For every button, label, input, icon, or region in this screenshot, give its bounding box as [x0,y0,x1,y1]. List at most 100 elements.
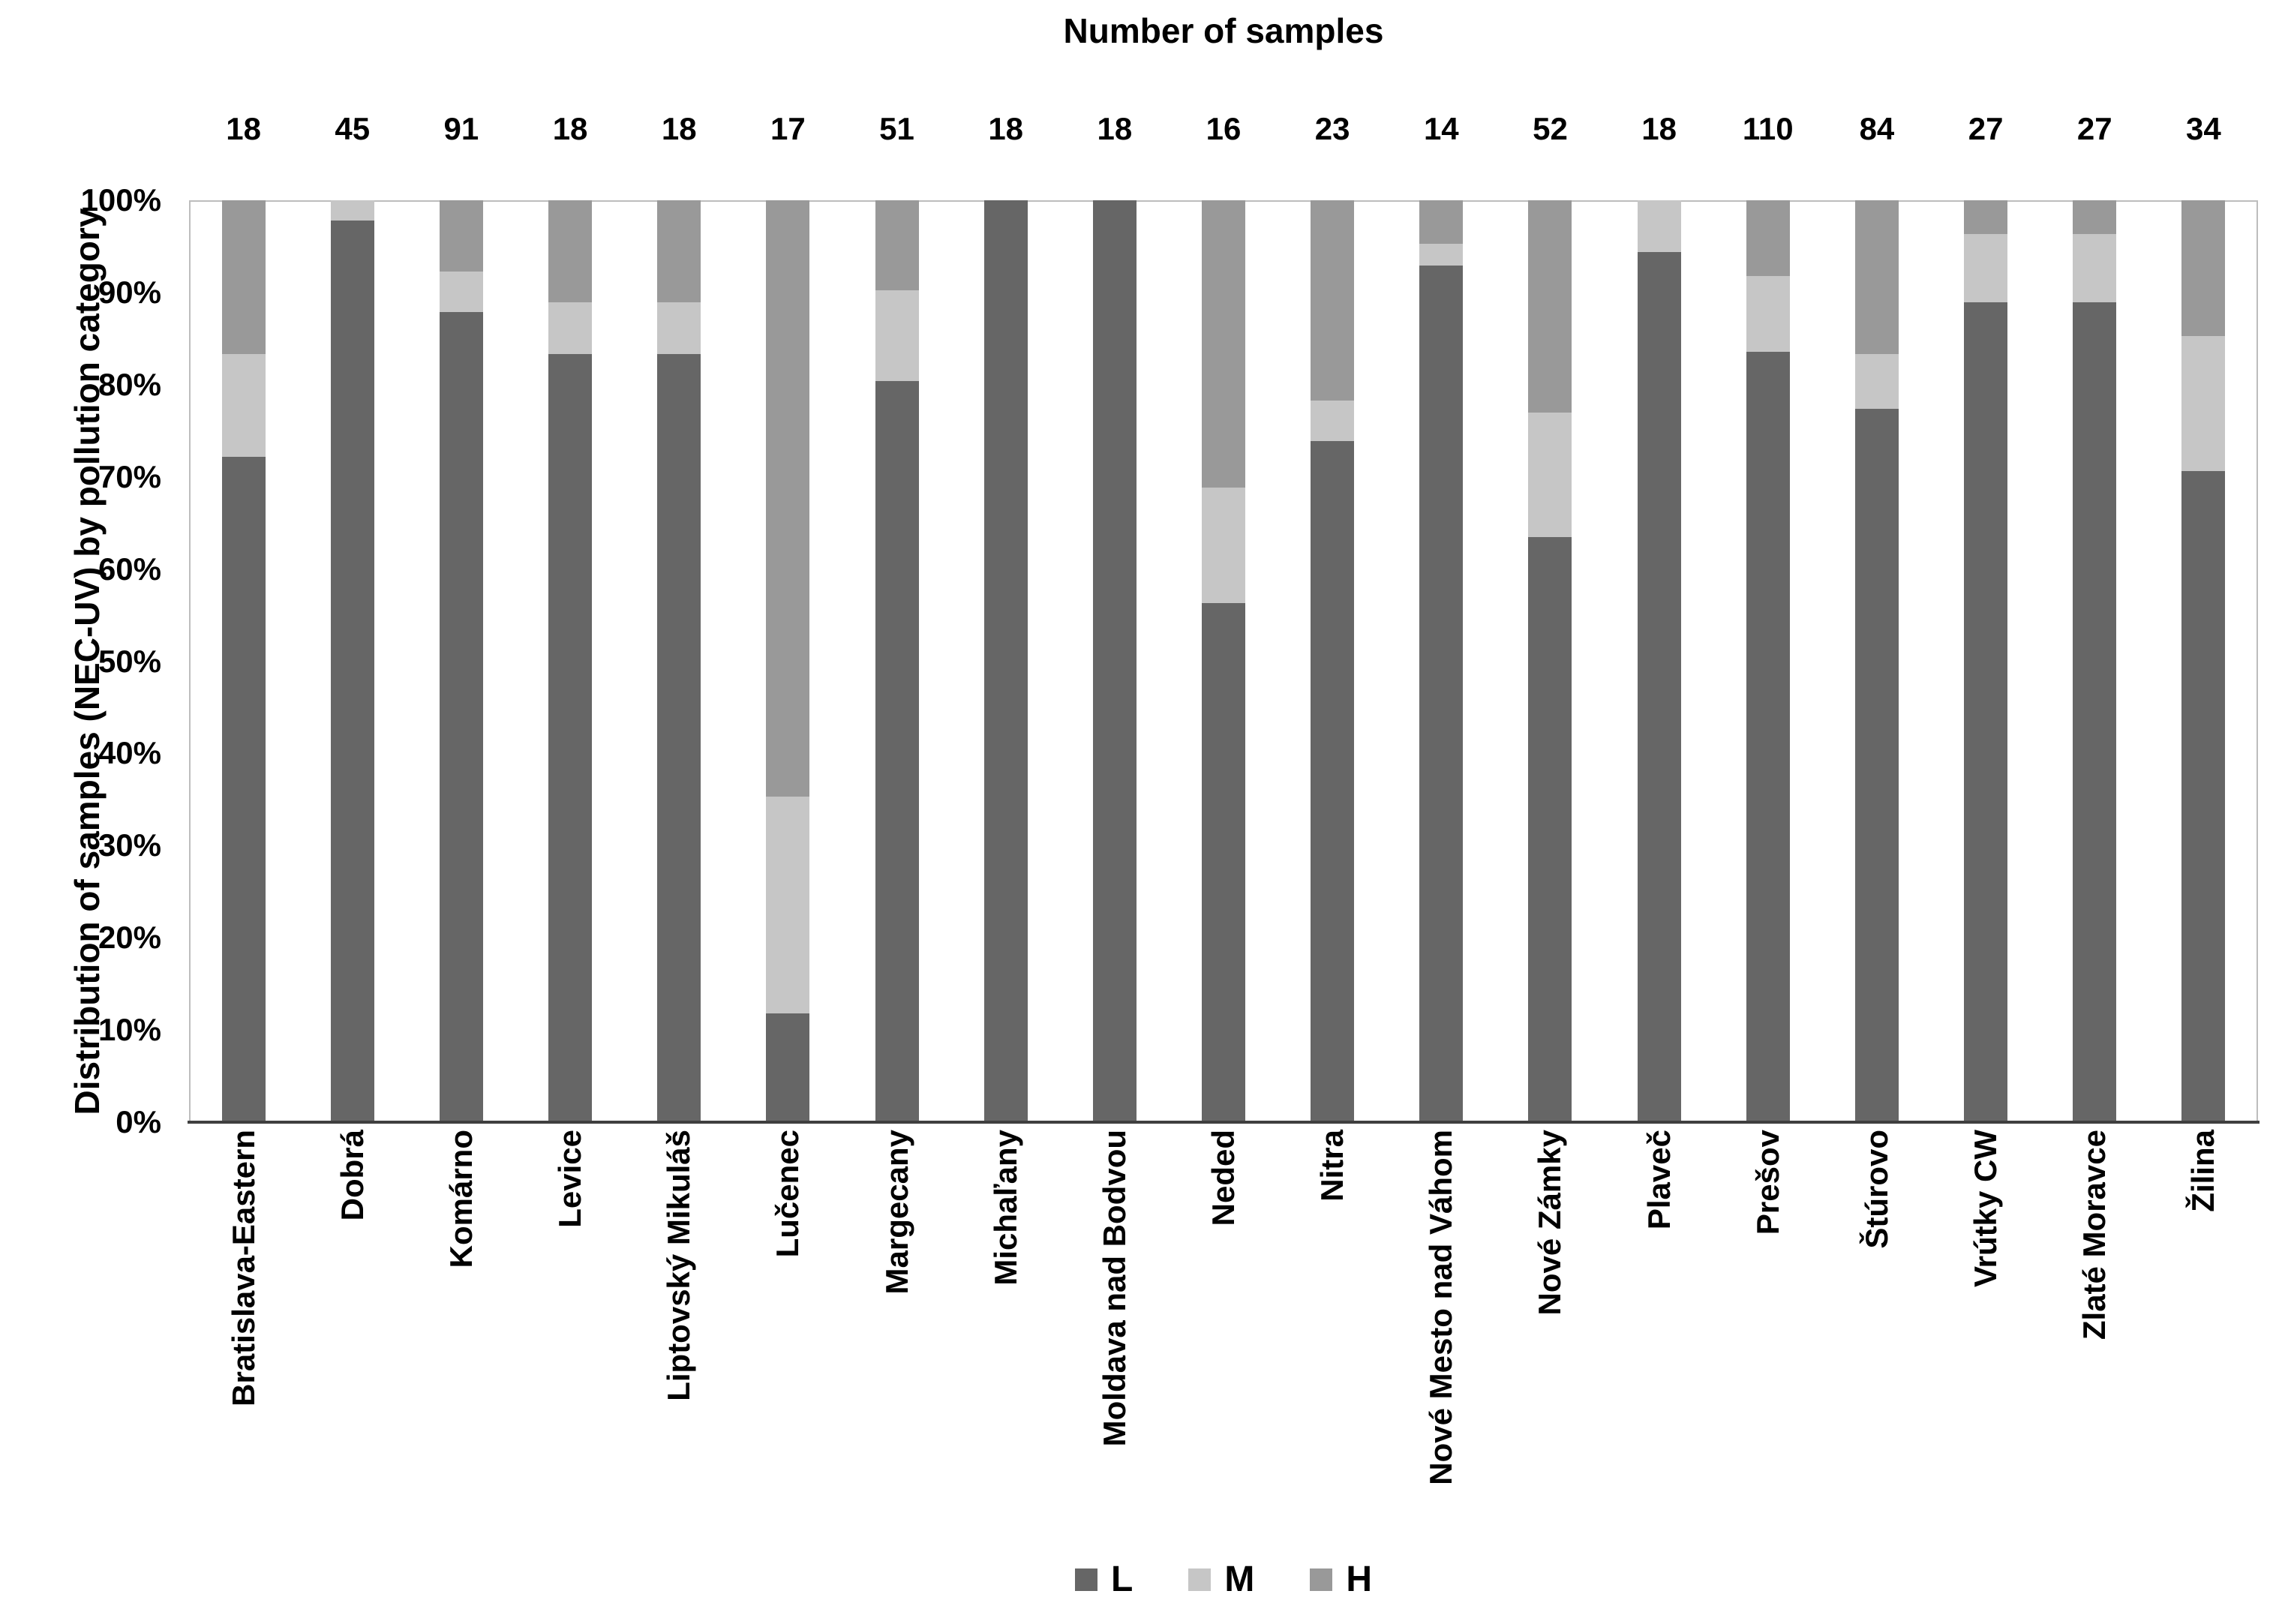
legend-label: M [1224,1559,1255,1599]
x-axis-label: Lučenec [770,1130,806,1258]
bar-segment-h [1746,200,1790,276]
bar-Prešov [1746,200,1790,1122]
sample-count: 27 [2076,111,2112,146]
bar-segment-l [2073,302,2117,1122]
bar-segment-l [983,200,1028,1122]
bar-segment-m [439,271,483,312]
bar-segment-h [657,200,701,303]
bar-segment-m [1964,234,2008,303]
bar-Štúrovo [1854,200,1899,1122]
y-tick-label: 20% [98,920,161,956]
x-axis-label: Dobrá [334,1130,370,1221]
bar-segment-m [1202,488,1245,604]
sample-count: 110 [1742,111,1794,146]
bar-segment-h [1964,200,2008,235]
bar-segment-l [1746,351,1790,1122]
bar-Liptovský Mikuláš [657,200,701,1122]
bar-segment-l [439,311,483,1122]
bar-segment-l [1637,251,1681,1122]
bar-Levice [548,200,593,1122]
sample-count: 17 [770,111,806,146]
y-tick-label: 90% [98,274,161,310]
bar-segment-m [2073,234,2117,303]
bar-segment-m [657,302,701,355]
x-axis-label: Levice [552,1130,588,1228]
bar-segment-h [1528,200,1572,413]
sample-count: 27 [1968,111,2004,146]
sample-count: 23 [1314,111,1350,146]
bar-Neded [1202,200,1245,1122]
bar-segment-m [1528,412,1572,537]
bar-segment-h [2181,200,2226,336]
bar-Bratislava-Eastern [221,200,266,1122]
bar-segment-m [1746,275,1790,352]
sample-count: 34 [2186,111,2221,146]
sample-count: 18 [661,111,697,146]
bar-Zlaté Moravce [2073,200,2117,1122]
bar-segment-m [1311,400,1355,441]
bar-segment-m [330,200,374,221]
legend-swatch-l [1075,1568,1097,1591]
bar-Nitra [1311,200,1355,1122]
x-axis-line [188,1121,2259,1124]
y-tick-label: 30% [98,827,161,863]
x-axis-label: Moldava nad Bodvou [1096,1130,1132,1447]
bar-segment-l [1964,302,2008,1122]
bar-segment-m [766,797,810,1013]
legend-item-h: H [1310,1562,1372,1598]
y-tick-label: 100% [80,182,161,218]
x-axis-label: Bratislava-Eastern [225,1130,261,1406]
bar-segment-l [330,221,374,1122]
bar-segment-m [1637,200,1681,252]
x-axis-label: Nové Zámky [1532,1130,1568,1316]
sample-count: 18 [1097,111,1133,146]
x-axis-label: Nové Mesto nad Váhom [1423,1130,1459,1485]
bar-segment-l [1854,408,1899,1122]
bar-segment-l [1528,536,1572,1122]
bar-segment-h [439,200,483,272]
x-axis-label: Margecany [878,1130,914,1295]
y-tick-label: 70% [98,458,161,494]
bar-segment-l [657,354,701,1122]
sample-count: 18 [1641,111,1677,146]
bar-segment-h [1854,200,1899,355]
bar-segment-h [1202,200,1245,488]
bar-segment-l [875,380,919,1122]
chart-title: Number of samples [1063,11,1384,50]
bar-Nové Zámky [1528,200,1572,1122]
y-tick-label: 50% [98,643,161,679]
sample-count: 84 [1859,111,1895,146]
bar-segment-l [1311,440,1355,1122]
bar-Komárno [439,200,483,1122]
y-tick-label: 10% [98,1012,161,1048]
bar-segment-l [1419,266,1464,1122]
x-axis-label: Nitra [1314,1130,1350,1202]
bar-Dobrá [330,200,374,1122]
bar-segment-m [875,290,919,381]
x-axis-label: Vrútky CW [1968,1130,2004,1288]
x-axis-label: Prešov [1749,1130,1785,1235]
bar-segment-l [548,354,593,1122]
x-axis-label: Plaveč [1641,1130,1677,1230]
legend-item-m: M [1188,1562,1254,1598]
x-axis-label: Štúrovo [1858,1130,1894,1249]
bar-segment-h [548,200,593,303]
bar-segment-l [1202,603,1245,1122]
y-tick-label: 80% [98,366,161,402]
sample-count: 91 [443,111,479,146]
bar-segment-m [1419,243,1464,266]
legend-item-l: L [1075,1562,1133,1598]
bar-segment-h [1419,200,1464,244]
bar-segment-m [221,354,266,457]
bar-Vrútky CW [1964,200,2008,1122]
legend-swatch-h [1310,1568,1333,1591]
sample-count: 18 [988,111,1024,146]
bar-segment-h [1311,200,1355,401]
y-tick-label: 60% [98,551,161,587]
x-axis-label: Komárno [443,1130,479,1268]
bar-segment-h [2073,200,2117,235]
sample-count: 18 [226,111,261,146]
sample-count: 52 [1533,111,1568,146]
bar-Moldava nad Bodvou [1092,200,1137,1122]
